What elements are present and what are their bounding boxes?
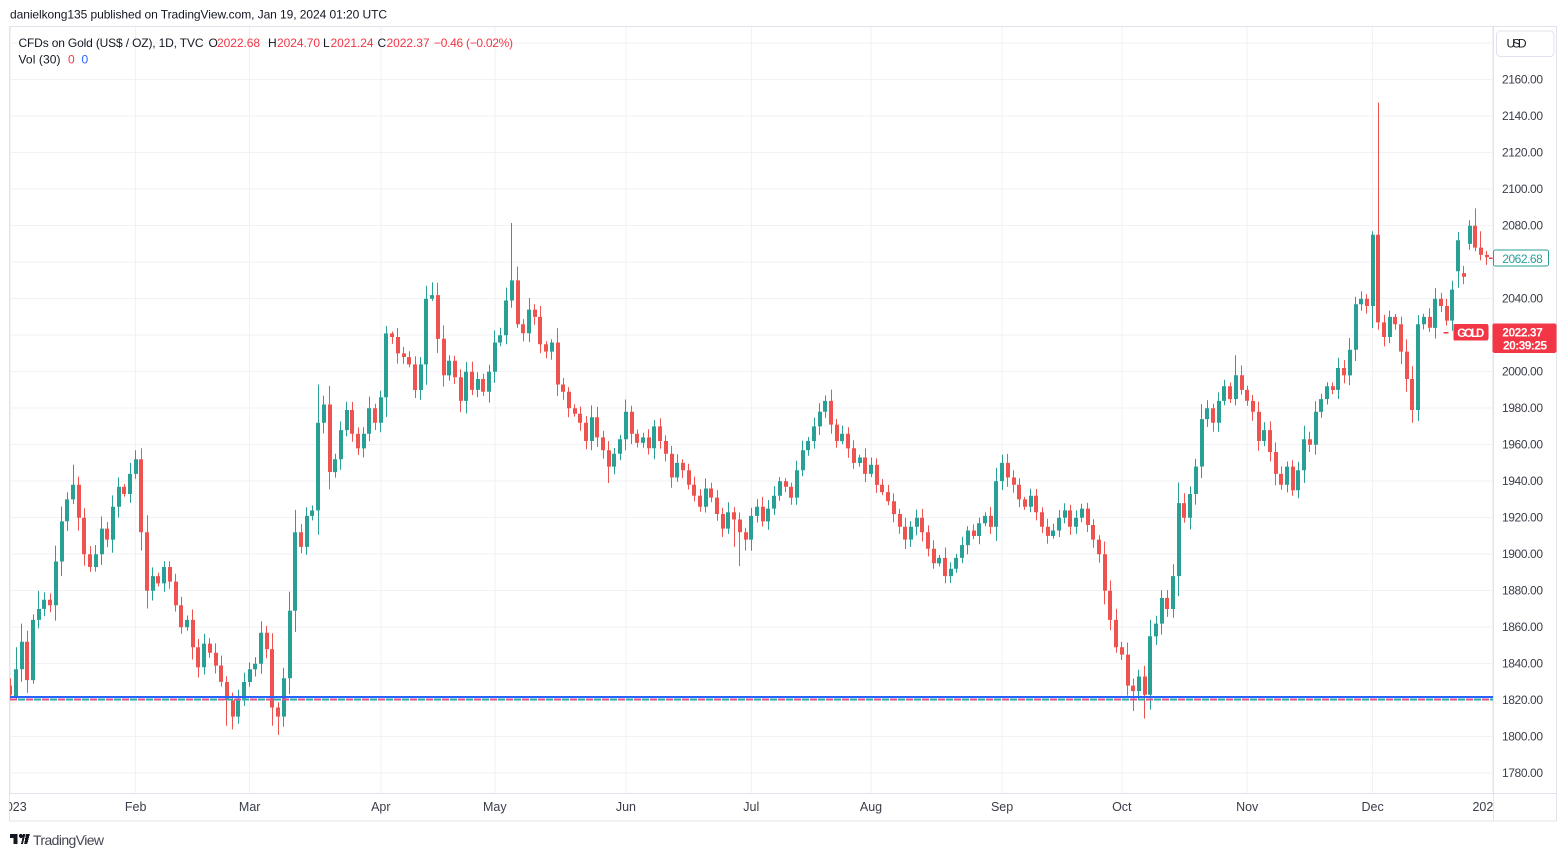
svg-text:1780.00: 1780.00 bbox=[1502, 766, 1543, 780]
svg-text:20:39:25: 20:39:25 bbox=[1503, 339, 1547, 353]
svg-text:2080.00: 2080.00 bbox=[1502, 219, 1543, 233]
svg-text:Nov: Nov bbox=[1236, 800, 1259, 814]
svg-text:0: 0 bbox=[68, 53, 75, 67]
svg-text:Dec: Dec bbox=[1361, 800, 1383, 814]
svg-text:Sep: Sep bbox=[991, 800, 1013, 814]
svg-text:GOLD: GOLD bbox=[1457, 328, 1484, 340]
svg-text:Jun: Jun bbox=[616, 800, 636, 814]
svg-text:2022.68: 2022.68 bbox=[217, 36, 260, 50]
svg-text:1880.00: 1880.00 bbox=[1502, 584, 1543, 598]
svg-text:TradingView: TradingView bbox=[33, 832, 105, 848]
svg-text:2140.00: 2140.00 bbox=[1502, 109, 1543, 123]
svg-text:CFDs on Gold (US$ / OZ), 1D, T: CFDs on Gold (US$ / OZ), 1D, TVC bbox=[19, 36, 204, 50]
svg-text:1940.00: 1940.00 bbox=[1502, 474, 1543, 488]
svg-text:0: 0 bbox=[82, 53, 89, 67]
svg-text:Mar: Mar bbox=[239, 800, 261, 814]
svg-text:1980.00: 1980.00 bbox=[1502, 401, 1543, 415]
svg-text:1920.00: 1920.00 bbox=[1502, 511, 1543, 525]
svg-text:H: H bbox=[268, 36, 277, 50]
svg-text:202: 202 bbox=[1472, 800, 1493, 814]
svg-text:1900.00: 1900.00 bbox=[1502, 547, 1543, 561]
svg-text:1960.00: 1960.00 bbox=[1502, 438, 1543, 452]
svg-text:2040.00: 2040.00 bbox=[1502, 292, 1543, 306]
svg-text:2100.00: 2100.00 bbox=[1502, 182, 1543, 196]
svg-text:1800.00: 1800.00 bbox=[1502, 730, 1543, 744]
svg-text:1840.00: 1840.00 bbox=[1502, 657, 1543, 671]
svg-text:2000.00: 2000.00 bbox=[1502, 365, 1543, 379]
svg-text:Aug: Aug bbox=[860, 800, 882, 814]
svg-text:2160.00: 2160.00 bbox=[1502, 73, 1543, 87]
svg-text:Oct: Oct bbox=[1112, 800, 1132, 814]
svg-text:Feb: Feb bbox=[125, 800, 147, 814]
svg-text:Apr: Apr bbox=[371, 800, 390, 814]
svg-text:L: L bbox=[323, 36, 330, 50]
svg-text:2022.37: 2022.37 bbox=[387, 36, 430, 50]
svg-text:May: May bbox=[483, 800, 507, 814]
svg-text:2024.70: 2024.70 bbox=[277, 36, 320, 50]
svg-text:danielkong135 published on Tra: danielkong135 published on TradingView.c… bbox=[10, 8, 387, 22]
svg-text:2021.24: 2021.24 bbox=[331, 36, 374, 50]
svg-text:USD: USD bbox=[1507, 37, 1527, 51]
svg-text:1860.00: 1860.00 bbox=[1502, 620, 1543, 634]
svg-text:2022.37: 2022.37 bbox=[1502, 325, 1543, 339]
svg-text:Vol (30): Vol (30) bbox=[19, 53, 61, 67]
svg-text:2120.00: 2120.00 bbox=[1502, 146, 1543, 160]
svg-text:C: C bbox=[378, 36, 387, 50]
svg-text:−0.46 (−0.02%): −0.46 (−0.02%) bbox=[434, 36, 513, 50]
svg-text:2023: 2023 bbox=[0, 800, 27, 814]
svg-text:O: O bbox=[209, 36, 218, 50]
svg-text:2062.68: 2062.68 bbox=[1502, 252, 1543, 266]
svg-text:Jul: Jul bbox=[743, 800, 759, 814]
svg-text:1820.00: 1820.00 bbox=[1502, 693, 1543, 707]
